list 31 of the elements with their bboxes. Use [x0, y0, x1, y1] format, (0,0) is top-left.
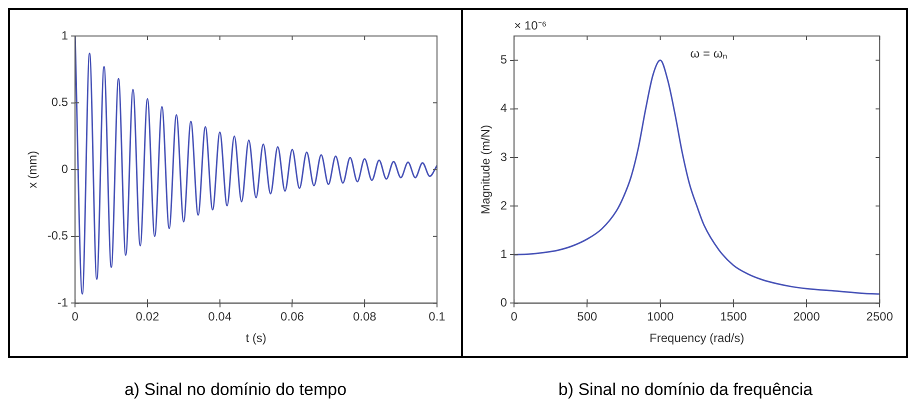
y-tick-label: 0: [500, 296, 508, 310]
x-tick-label: 1000: [646, 310, 674, 324]
x-tick-label: 0.1: [428, 310, 446, 324]
y-tick-label: 4: [500, 101, 508, 116]
text: a) Sinal no domínio do tempo: [123, 380, 348, 400]
x-tick-label: 0.02: [136, 310, 160, 324]
y-axis-title: x (mm): [26, 150, 40, 188]
x-tick-label: 0: [72, 310, 79, 324]
y-tick-label: 5: [500, 52, 508, 67]
y-tick-label: 2: [500, 198, 508, 212]
text: × 10⁻⁶: [514, 18, 547, 32]
y-tick-label: 0: [61, 162, 68, 176]
y-tick-label: 1: [61, 28, 68, 42]
y-axis-title: Magnitude (m/N): [478, 124, 493, 214]
y-tick-label: -0.5: [47, 228, 68, 243]
x-tick-label: 500: [577, 310, 598, 324]
x-tick-label: 0.06: [280, 310, 304, 324]
x-axis-title: Frequency (rad/s): [650, 331, 744, 346]
x-tick-label: 2500: [866, 310, 894, 324]
x-tick-label: 1500: [720, 310, 748, 324]
x-axis-title: t (s): [246, 331, 266, 346]
x-tick-label: 0: [510, 310, 518, 324]
y-tick-label: 1: [500, 246, 508, 261]
y-tick-label: 3: [500, 150, 508, 164]
text: b) Sinal no domínio da frequência: [557, 380, 814, 400]
y-tick-label: -1: [57, 296, 68, 310]
x-tick-label: 0.04: [208, 310, 232, 324]
annotation: ω = ωₙ: [690, 46, 728, 61]
x-tick-label: 2000: [793, 310, 820, 324]
x-tick-label: 0.08: [352, 310, 377, 324]
y-tick-label: 0.5: [51, 95, 68, 110]
